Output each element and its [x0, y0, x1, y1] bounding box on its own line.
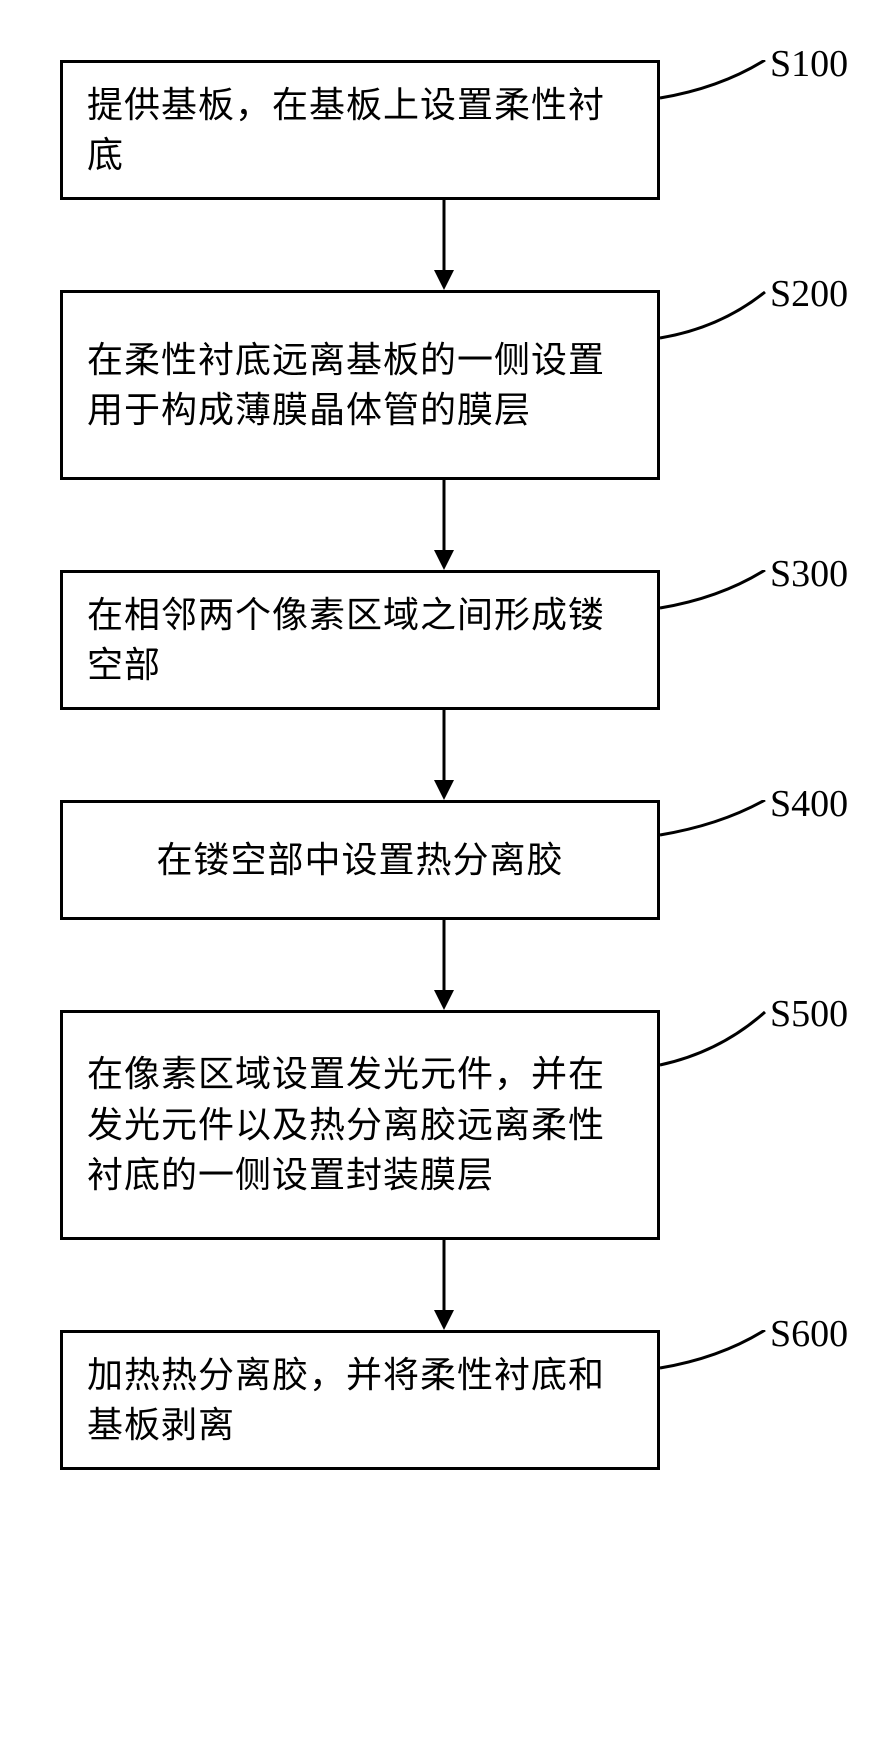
step-box: 提供基板，在基板上设置柔性衬底	[60, 60, 660, 200]
step-box: 在像素区域设置发光元件，并在发光元件以及热分离胶远离柔性衬底的一侧设置封装膜层	[60, 1010, 660, 1240]
step-box: 在相邻两个像素区域之间形成镂空部	[60, 570, 660, 710]
step-label: S600	[770, 1312, 848, 1356]
step-label: S200	[770, 272, 848, 316]
arrow-down	[60, 710, 828, 800]
step-s600: 加热热分离胶，并将柔性衬底和基板剥离 S600	[60, 1330, 828, 1470]
flowchart-container: 提供基板，在基板上设置柔性衬底 S100 在柔性衬底远离基板的一侧设置用于构成薄…	[60, 60, 828, 1470]
step-s100: 提供基板，在基板上设置柔性衬底 S100	[60, 60, 828, 200]
step-text: 加热热分离胶，并将柔性衬底和基板剥离	[87, 1350, 633, 1451]
arrow-down	[60, 200, 828, 290]
step-label: S100	[770, 42, 848, 86]
step-s400: 在镂空部中设置热分离胶 S400	[60, 800, 828, 920]
step-text: 在相邻两个像素区域之间形成镂空部	[87, 590, 633, 691]
arrow-down	[60, 480, 828, 570]
step-text: 提供基板，在基板上设置柔性衬底	[87, 80, 633, 181]
arrow-down	[60, 920, 828, 1010]
step-text: 在镂空部中设置热分离胶	[156, 835, 563, 885]
step-s500: 在像素区域设置发光元件，并在发光元件以及热分离胶远离柔性衬底的一侧设置封装膜层 …	[60, 1010, 828, 1240]
step-text: 在柔性衬底远离基板的一侧设置用于构成薄膜晶体管的膜层	[87, 335, 633, 436]
step-box: 在镂空部中设置热分离胶	[60, 800, 660, 920]
step-text: 在像素区域设置发光元件，并在发光元件以及热分离胶远离柔性衬底的一侧设置封装膜层	[87, 1049, 633, 1200]
step-label: S300	[770, 552, 848, 596]
step-label: S400	[770, 782, 848, 826]
step-s200: 在柔性衬底远离基板的一侧设置用于构成薄膜晶体管的膜层 S200	[60, 290, 828, 480]
arrow-down	[60, 1240, 828, 1330]
step-box: 在柔性衬底远离基板的一侧设置用于构成薄膜晶体管的膜层	[60, 290, 660, 480]
step-label: S500	[770, 992, 848, 1036]
step-s300: 在相邻两个像素区域之间形成镂空部 S300	[60, 570, 828, 710]
step-box: 加热热分离胶，并将柔性衬底和基板剥离	[60, 1330, 660, 1470]
